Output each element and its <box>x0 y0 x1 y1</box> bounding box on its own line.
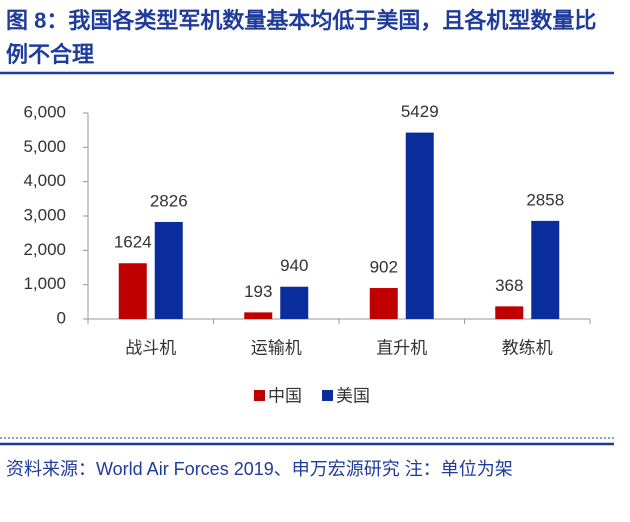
legend-swatch <box>254 390 265 401</box>
x-tick-label: 战斗机 <box>125 338 176 357</box>
data-label: 2858 <box>526 190 564 209</box>
legend-label: 美国 <box>336 386 370 405</box>
data-label: 902 <box>370 258 398 277</box>
y-tick-label: 4,000 <box>23 171 66 190</box>
data-label: 1624 <box>114 233 152 252</box>
bar <box>495 306 524 319</box>
data-label: 193 <box>244 282 272 301</box>
y-tick-label: 2,000 <box>23 240 66 259</box>
bar <box>154 221 183 319</box>
y-tick-label: 1,000 <box>23 274 66 293</box>
bar <box>405 132 434 319</box>
bar <box>531 220 560 319</box>
data-label: 5429 <box>401 102 439 121</box>
y-tick-label: 3,000 <box>23 205 66 224</box>
source-note: 资料来源：World Air Forces 2019、申万宏源研究 注：单位为架 <box>6 459 513 479</box>
data-label: 368 <box>495 276 523 295</box>
x-tick-label: 运输机 <box>251 338 302 357</box>
x-tick-label: 教练机 <box>502 338 553 357</box>
legend-swatch <box>322 390 333 401</box>
data-label: 940 <box>280 256 308 275</box>
y-tick-label: 5,000 <box>23 137 66 156</box>
y-tick-label: 6,000 <box>23 102 66 121</box>
legend-label: 中国 <box>268 386 302 405</box>
bar <box>244 312 273 319</box>
bar <box>280 286 309 319</box>
bar <box>118 263 147 319</box>
data-label: 2826 <box>150 191 188 210</box>
bar <box>369 288 398 319</box>
x-tick-label: 直升机 <box>376 338 427 357</box>
y-tick-label: 0 <box>57 308 66 327</box>
chart-title: 图 8：我国各类型军机数量基本均低于美国，且各机型数量比例不合理 <box>6 8 597 67</box>
